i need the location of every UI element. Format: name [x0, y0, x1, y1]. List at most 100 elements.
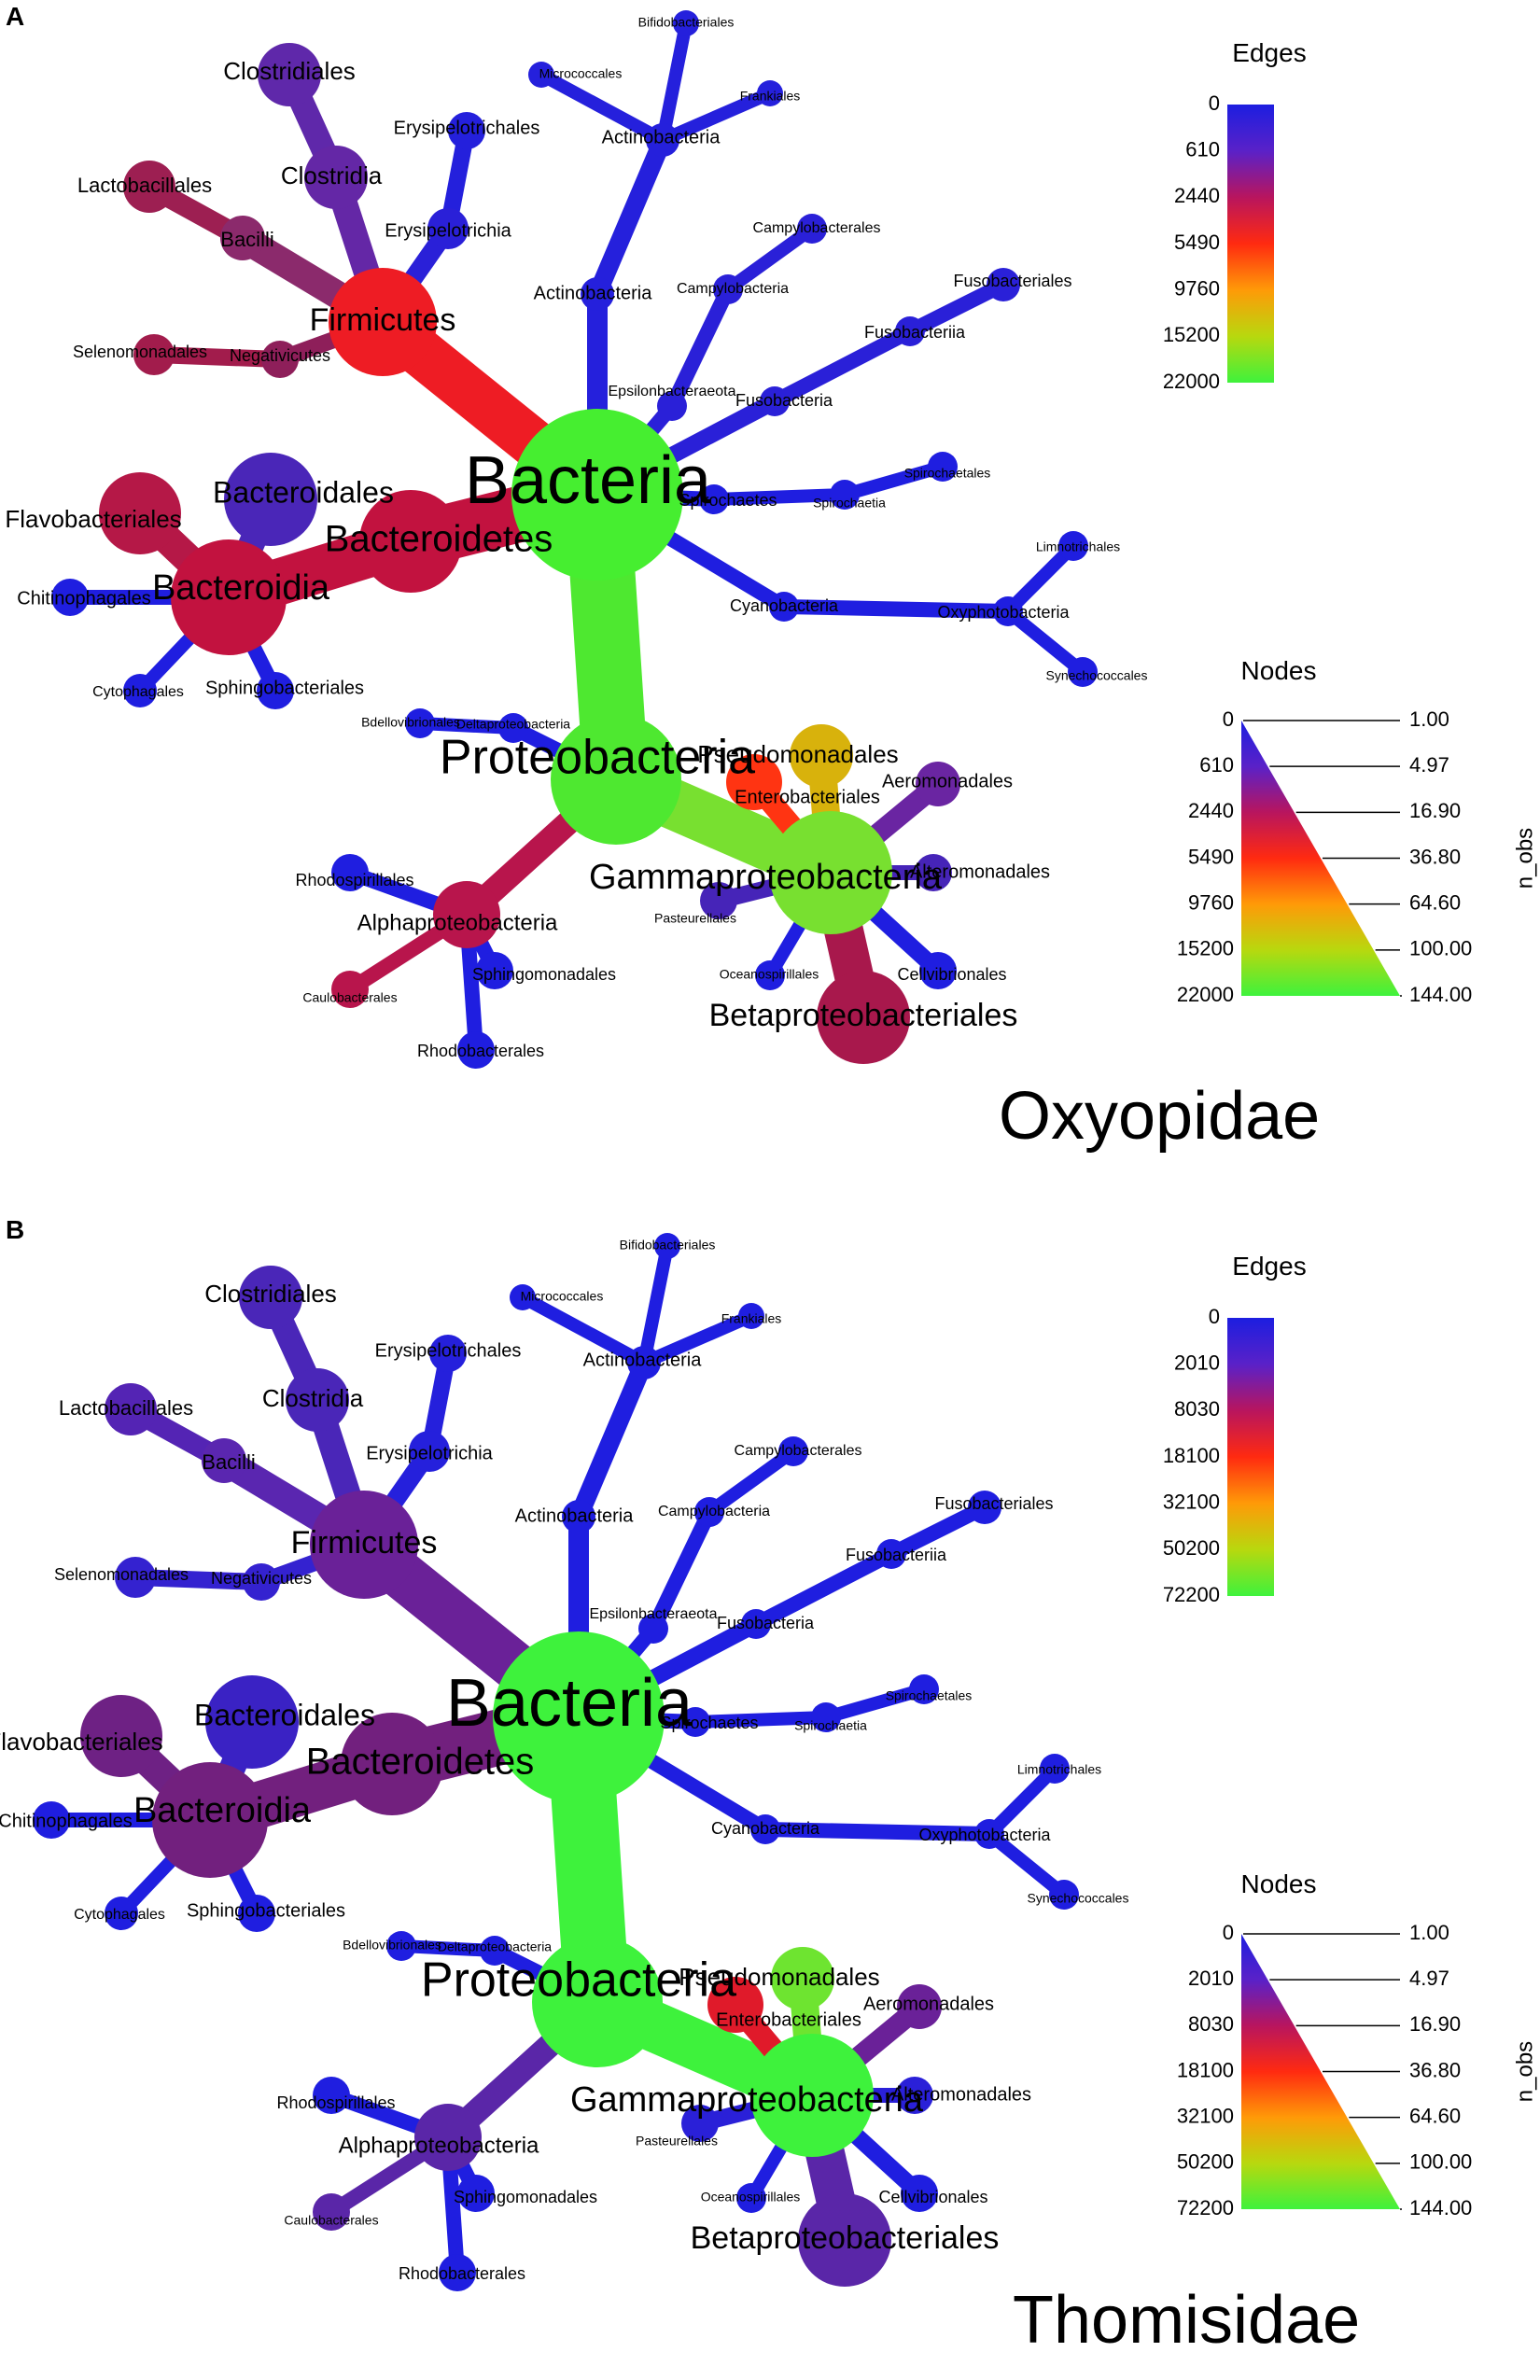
nodes-tick-label: 72200	[1177, 2196, 1234, 2219]
tree-edge	[413, 717, 520, 735]
tree-edge	[637, 1239, 674, 1369]
tree-node	[928, 452, 958, 482]
node-label: Betaproteobacteriales	[709, 998, 1018, 1033]
tree-node	[694, 1497, 724, 1527]
node-label: Bdellovibrionales	[361, 715, 460, 730]
node-label: Alphaproteobacteria	[339, 2133, 539, 2158]
node-label: Micrococcales	[539, 66, 623, 81]
tree-node	[238, 1895, 275, 1932]
tree-node	[897, 1984, 942, 2029]
tree-node	[331, 971, 369, 1008]
nobs-tick-label: 36.80	[1409, 2058, 1461, 2081]
tree-node	[493, 1631, 665, 1803]
node-label: Pasteurellales	[636, 2134, 718, 2149]
tree-node	[80, 1695, 162, 1777]
tree-node	[876, 1539, 906, 1569]
tree-node	[133, 334, 175, 375]
node-label: Bifidobacteriales	[620, 1238, 716, 1253]
nobs-tick-label: 144.00	[1409, 2196, 1472, 2219]
node-label: Lactobacillales	[59, 1396, 193, 1420]
tree-node	[627, 1346, 661, 1379]
nodes-tick-label: 2440	[1188, 799, 1234, 822]
tree-node	[830, 480, 860, 510]
node-label: Cyanobacteria	[730, 596, 839, 615]
tree-node	[700, 882, 737, 919]
node-label: Negativicutes	[230, 346, 330, 365]
tree-node	[341, 1713, 443, 1815]
tree-node	[736, 2183, 766, 2213]
tree-node	[528, 62, 554, 88]
tree-node	[713, 274, 743, 304]
tree-edge	[767, 324, 917, 409]
node-label: Frankiales	[740, 89, 801, 104]
tree-edge	[758, 1822, 997, 1841]
node-label: Cellvibrionales	[897, 965, 1006, 984]
tree-edge	[838, 460, 949, 501]
edges-legend-title: Edges	[1232, 38, 1306, 67]
tree-node	[171, 539, 287, 655]
node-label: Erysipelotrichia	[366, 1443, 493, 1463]
tree-node	[313, 2077, 350, 2114]
node-label: Alteromonadales	[910, 861, 1050, 882]
tree-node	[699, 484, 729, 514]
nobs-tick-label: 1.00	[1409, 1921, 1449, 1944]
node-label: Caulobacterales	[302, 990, 397, 1005]
tree-node	[974, 1819, 1004, 1849]
tree-node	[811, 1702, 841, 1732]
node-label: Enterobacteriales	[735, 787, 880, 807]
node-label: Bacteroidia	[133, 1791, 312, 1830]
nobs-tick-label: 64.60	[1409, 890, 1461, 914]
nodes-tick-label: 32100	[1177, 2104, 1234, 2127]
node-label: Firmicutes	[291, 1525, 438, 1561]
tree-edge	[395, 1939, 501, 1957]
edges-tick-label: 22000	[1163, 370, 1220, 393]
node-label: Enterobacteriales	[716, 2009, 861, 2030]
tree-node	[895, 316, 925, 346]
labels-layer: Bacteria Firmicutes Bacilli Lactobacillales…	[5, 15, 1147, 1060]
edges-tick-label: 15200	[1163, 323, 1220, 346]
node-label: Aeromonadales	[863, 1994, 994, 2014]
nobs-axis-label: n_obs	[1512, 828, 1537, 889]
tree-node	[433, 881, 500, 948]
nodes-tick-label: 0	[1223, 707, 1234, 731]
tree-edge	[588, 131, 672, 303]
node-label: Deltaproteobacteria	[438, 1939, 552, 1954]
tree-node	[968, 1491, 1001, 1524]
nodes-tick-label: 22000	[1177, 983, 1234, 1006]
nobs-tick-label: 144.00	[1409, 983, 1472, 1006]
edges-color-bar	[1227, 1318, 1274, 1596]
tree-edge	[637, 1309, 758, 1369]
node-label: Actinobacteria	[515, 1505, 635, 1526]
node-label: Bacilli	[220, 228, 273, 251]
tree-node	[202, 1438, 246, 1483]
tree-edge	[983, 1827, 1071, 1901]
nodes-tick-label: 9760	[1188, 890, 1234, 914]
nodes-layer	[33, 1233, 1079, 2291]
edges-color-bar	[1227, 105, 1274, 383]
node-label: Clostridiales	[204, 1280, 337, 1308]
node-label: Rhodospirillales	[295, 871, 413, 889]
nobs-tick-label: 16.90	[1409, 799, 1461, 822]
tree-edge	[656, 87, 777, 147]
node-label: Oxyphotobacteria	[918, 1826, 1051, 1844]
tree-edge	[665, 282, 735, 413]
nodes-tick-label: 0	[1223, 1921, 1234, 1944]
nodes-tick-label: 50200	[1177, 2150, 1234, 2174]
tree-edge	[516, 1291, 651, 1369]
tree-node	[680, 1707, 710, 1737]
tree-node	[778, 1436, 808, 1466]
tree-node	[239, 1266, 302, 1329]
nodes-tick-label: 18100	[1177, 2058, 1234, 2081]
node-label: Actinobacteria	[583, 1350, 703, 1370]
edges-tick-label: 18100	[1163, 1444, 1220, 1467]
node-label: Bacteria	[446, 1666, 693, 1741]
edges-tick-label: 0	[1209, 91, 1220, 115]
node-label: Aeromonadales	[882, 771, 1013, 791]
tree-node	[310, 1491, 418, 1599]
node-label: Pseudomonadales	[697, 740, 898, 768]
tree-node	[261, 341, 299, 378]
node-label: Bacteroidales	[194, 1698, 375, 1731]
node-label: Cytophagales	[74, 1907, 165, 1923]
node-label: Spirochaetes	[679, 491, 777, 510]
tree-node	[750, 1814, 780, 1844]
